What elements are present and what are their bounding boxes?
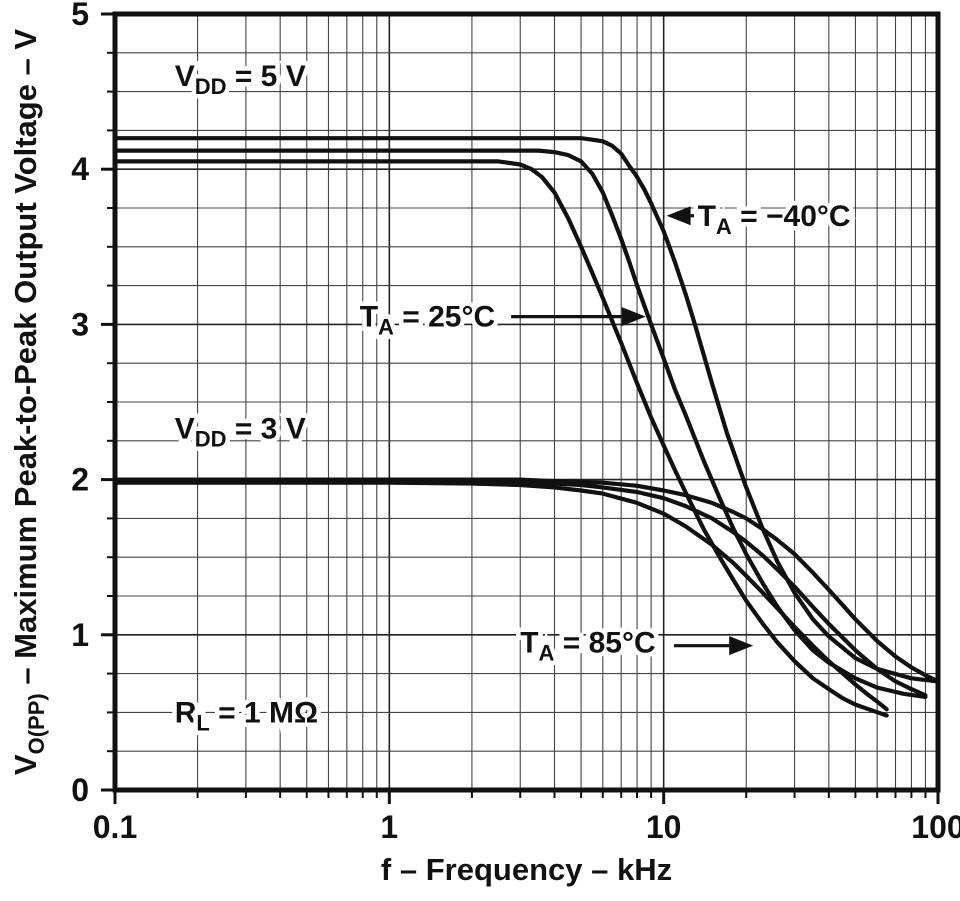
vdd-5v-label: VDD = 5 V (175, 60, 306, 99)
y-tick-label: 4 (71, 151, 89, 187)
y-tick-label: 5 (71, 0, 89, 32)
x-axis-title: f – Frequency – kHz (381, 852, 672, 887)
annotations: VDD = 5 V VDD = 3 V RL = 1 MΩ TA = −40°C TA … (170, 56, 855, 740)
x-tick-label: 1 (380, 809, 398, 845)
plot-border (112, 11, 941, 793)
y-tick-label: 1 (71, 617, 89, 653)
ta-85-label-arrow-head (729, 636, 754, 656)
axis-labels: 0 1 2 3 4 5 0.1 1 10 100 f – Frequency – kHz VO(PP)… (8, 0, 960, 887)
curve-vdd-5v-ta-25c (112, 148, 928, 699)
curve-vdd-5v-ta-minus40c (112, 136, 941, 684)
curve-vdd-5v-ta-85c (112, 159, 889, 718)
curve-vdd-3v-ta-85c (112, 480, 889, 712)
y-tick-label: 2 (71, 462, 89, 498)
y-tick-label: 0 (71, 772, 89, 808)
curves (112, 136, 941, 718)
ta-minus40-label-arrow-head (666, 206, 691, 226)
curve-vdd-3v-ta-25c (112, 479, 928, 698)
curve-vdd-3v-ta-minus40c (112, 477, 941, 684)
rl-label: RL = 1 MΩ (175, 696, 318, 735)
vdd-3v-label: VDD = 3 V (175, 412, 306, 451)
ta-25-label: TA = 25°C (360, 301, 495, 340)
gridlines (115, 14, 938, 790)
x-tick-label: 10 (646, 809, 682, 845)
x-tick-label: 100 (911, 809, 960, 845)
x-tick-label: 0.1 (93, 809, 137, 845)
ta-85-label: TA = 85°C (520, 627, 655, 666)
y-tick-label: 3 (71, 306, 89, 342)
ta-minus40-label: TA = −40°C (698, 200, 851, 239)
y-axis-title: VO(PP) – Maximum Peak-to-Peak Output Vol… (8, 29, 49, 776)
ta-25-label-arrow-head (621, 307, 646, 327)
